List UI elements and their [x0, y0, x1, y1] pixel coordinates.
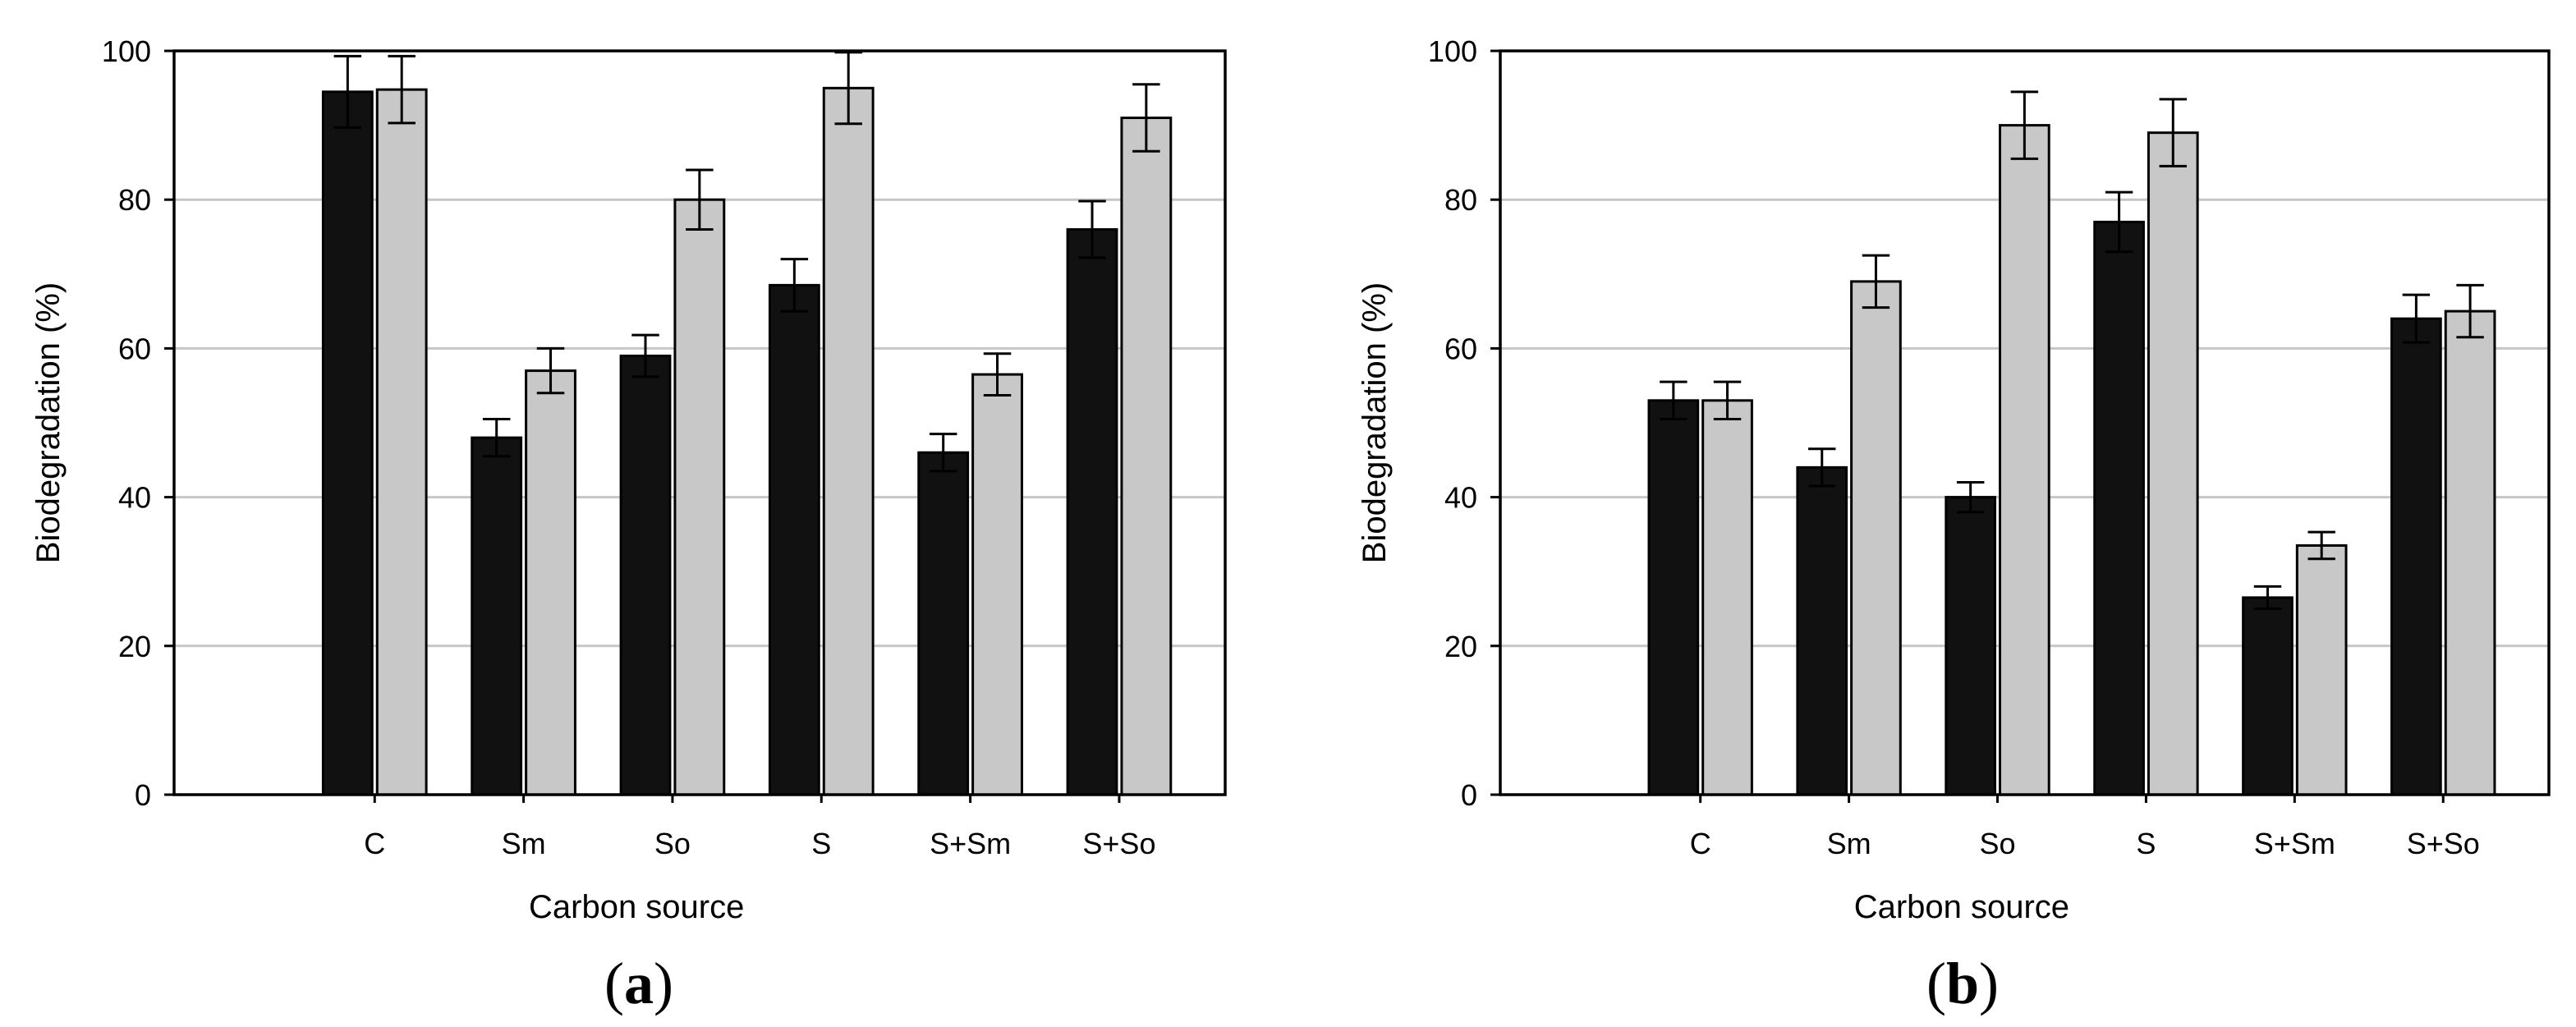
bar-S+Sm-1	[2242, 596, 2294, 796]
bar-S+So-2	[2444, 309, 2496, 796]
y-tick-label: 60	[1444, 332, 1477, 365]
y-axis-title: Biodegradation (%)	[30, 282, 67, 563]
bar-So-2	[673, 198, 726, 796]
chart-panel-b: C Sm So S S+Sm S+So 0 20 40 60 80 100 Carbon source B…	[1357, 34, 2551, 1016]
x-tick-label: So	[654, 827, 691, 860]
x-tick-label: S	[2136, 827, 2156, 860]
x-axis-title: Carbon source	[529, 889, 744, 925]
bar-S+So-2	[1120, 117, 1173, 796]
bar-Sm-2	[525, 369, 576, 796]
x-tick-label: Sm	[1827, 827, 1871, 860]
bar-C-1	[1647, 399, 1700, 796]
bar-So-1	[1945, 496, 1997, 796]
bar-S-2	[2147, 131, 2199, 796]
panel-label: (b)	[1926, 951, 1999, 1016]
bar-S+Sm-1	[917, 451, 970, 796]
x-tick-label: S+Sm	[930, 827, 1011, 860]
y-axis-title: Biodegradation (%)	[1357, 282, 1393, 563]
bar-C-2	[1701, 399, 1753, 796]
x-tick-label: C	[364, 827, 385, 860]
x-tick-label: C	[1690, 827, 1711, 860]
x-tick-label: S+So	[1082, 827, 1155, 860]
x-tick-label: Sm	[502, 827, 546, 860]
plot-frame	[172, 49, 1227, 796]
bar-S+So-1	[2390, 317, 2442, 796]
bar-S+So-1	[1066, 227, 1118, 796]
bar-Sm-1	[471, 436, 523, 796]
bar-S+Sm-2	[2295, 543, 2348, 796]
bar-Sm-1	[1796, 465, 1848, 796]
y-tick-label: 0	[1461, 778, 1477, 812]
x-axis-title: Carbon source	[1854, 889, 2069, 925]
bar-Sm-2	[1850, 280, 1902, 796]
y-tick-label: 60	[118, 332, 151, 365]
plot-frame	[1499, 49, 2551, 796]
y-tick-label: 100	[102, 34, 151, 68]
bar-S+Sm-2	[971, 373, 1023, 796]
y-tick-label: 40	[118, 481, 151, 515]
x-tick-label: S+Sm	[2254, 827, 2335, 860]
y-tick-label: 80	[1444, 183, 1477, 217]
bar-S-1	[768, 283, 820, 796]
x-tick-label: So	[1979, 827, 2015, 860]
y-tick-label: 0	[135, 778, 151, 812]
x-tick-label: S+So	[2407, 827, 2480, 860]
bar-S-1	[2093, 220, 2145, 796]
chart-panel-a: C Sm So S S+Sm S+So 0 20 40 60 80 100 Carbon source B…	[30, 34, 1227, 1016]
bar-So-1	[619, 354, 672, 796]
y-tick-label: 20	[1444, 630, 1477, 663]
y-tick-label: 40	[1444, 481, 1477, 515]
panel-label: (a)	[604, 951, 673, 1016]
y-tick-label: 20	[118, 630, 151, 663]
bar-C-2	[375, 88, 428, 796]
y-tick-label: 100	[1428, 34, 1477, 68]
bar-So-2	[1999, 124, 2050, 796]
y-tick-label: 80	[118, 183, 151, 217]
x-tick-label: S	[811, 827, 831, 860]
bar-S-2	[822, 86, 875, 796]
bar-C-1	[321, 90, 374, 796]
